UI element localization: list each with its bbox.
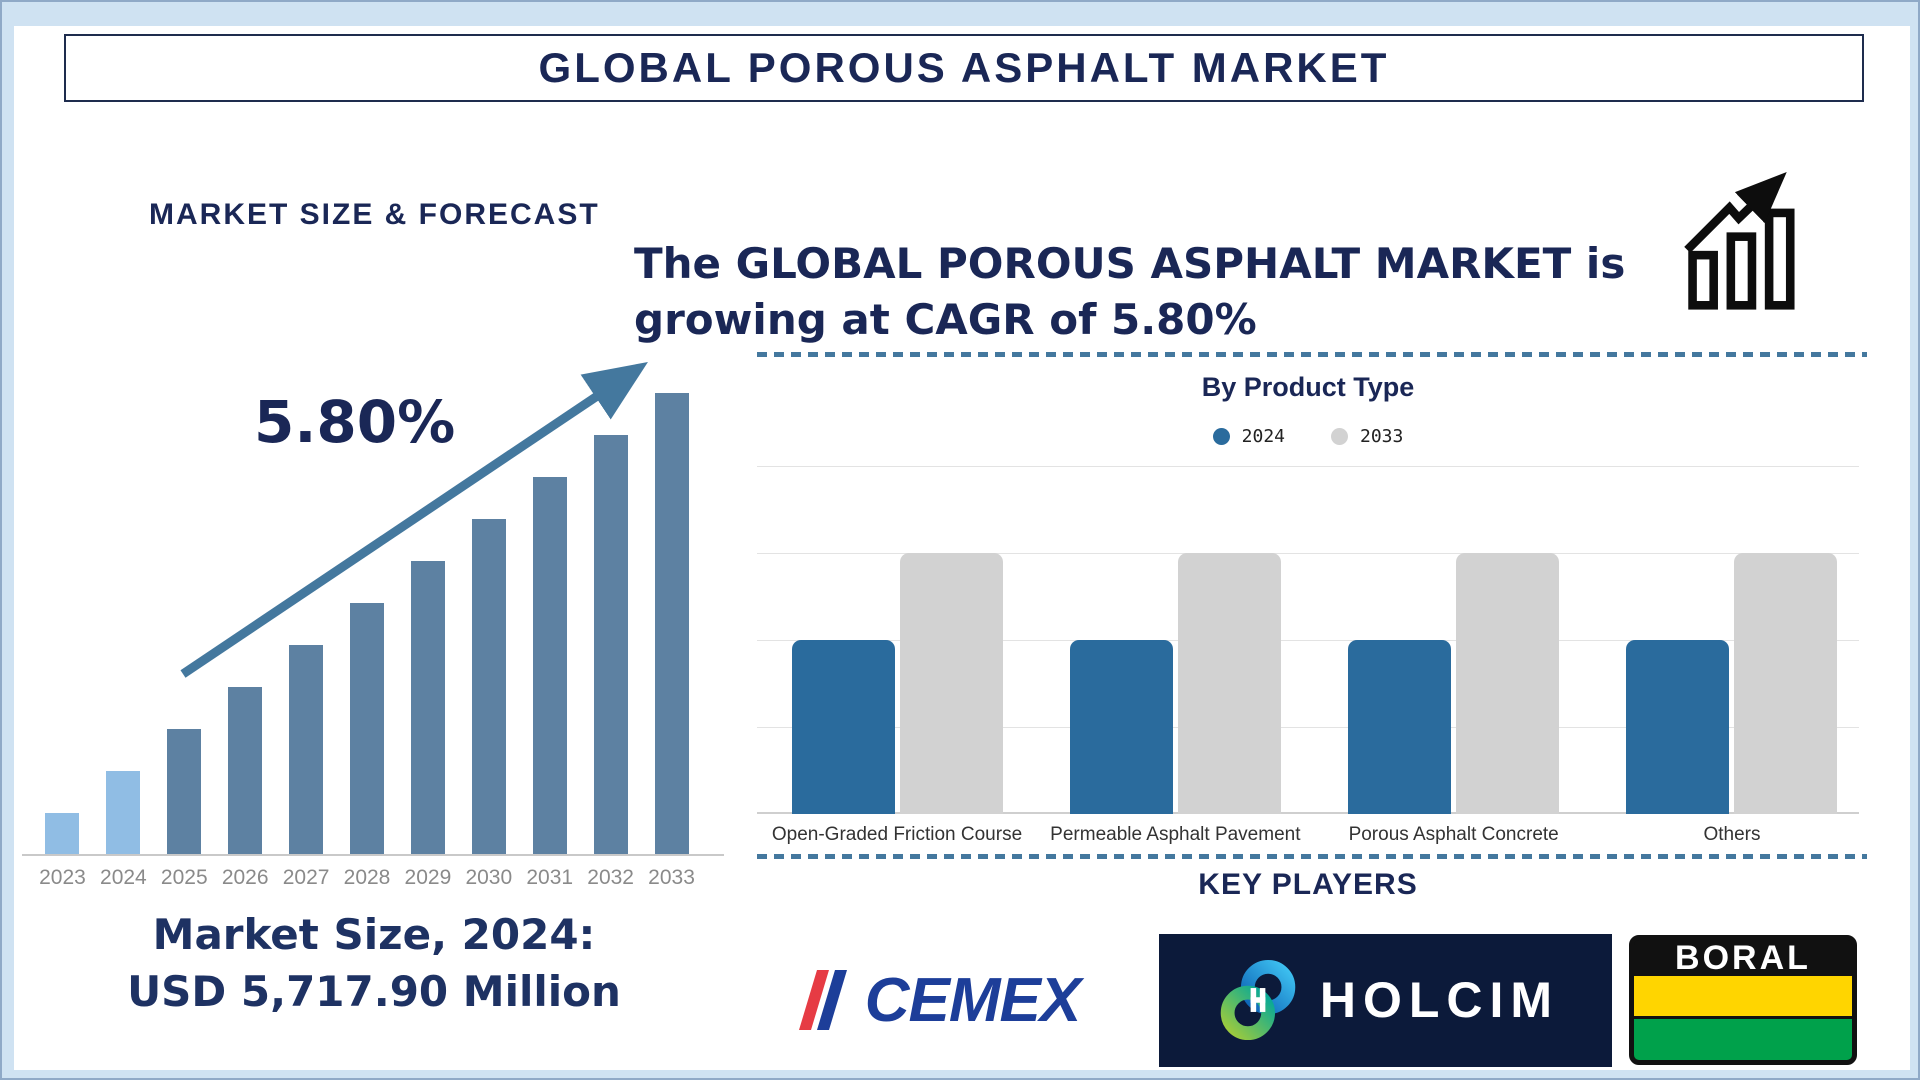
product-type-chart: Open-Graded Friction Course Permeable Asp…	[757, 466, 1859, 845]
forecast-bar-2030	[472, 519, 506, 855]
legend-item-2024: 2024	[1212, 425, 1285, 447]
forecast-x-axis	[22, 854, 724, 856]
product-bar-group	[791, 553, 1003, 814]
forecast-year-label: 2029	[404, 866, 452, 889]
boral-logo: BORAL	[1629, 935, 1857, 1065]
product-category-label: Permeable Asphalt Pavement	[1050, 824, 1301, 845]
forecast-bar-2031	[533, 477, 567, 855]
product-bar-2024	[1626, 640, 1730, 814]
market-size-callout: Market Size, 2024: USD 5,717.90 Million	[69, 906, 679, 1020]
gridline	[757, 553, 1859, 554]
growth-statement: The GLOBAL POROUS ASPHALT MARKET is grow…	[634, 239, 1626, 344]
product-category-label: Open-Graded Friction Course	[771, 824, 1023, 845]
gridline	[757, 640, 1859, 641]
forecast-bars	[32, 387, 702, 855]
boral-green-band	[1634, 1019, 1852, 1060]
holcim-logo: HOLCIM	[1159, 933, 1612, 1067]
product-category-label: Others	[1703, 824, 1761, 845]
legend-dot-icon	[1331, 427, 1348, 445]
forecast-year-label: 2023	[39, 866, 86, 889]
forecast-bar-2028	[350, 603, 384, 855]
growth-trend-arrow	[180, 361, 648, 678]
boral-yellow-band	[1634, 976, 1852, 1019]
forecast-year-label: 2033	[648, 866, 695, 889]
forecast-section-heading: MARKET SIZE & FORECAST	[149, 198, 600, 231]
forecast-bar-2024	[106, 771, 140, 855]
cemex-wordmark: CEMEX	[864, 965, 1081, 1035]
forecast-year-label: 2031	[526, 866, 574, 889]
product-bar-2024	[791, 640, 895, 814]
dashed-divider-bottom	[757, 854, 1867, 859]
forecast-bar-2025	[167, 729, 201, 855]
product-category-label: Porous Asphalt Concrete	[1348, 824, 1559, 845]
product-bar-group	[1069, 553, 1281, 814]
product-bar-group	[1348, 553, 1560, 814]
product-bar-2024	[1069, 640, 1173, 814]
forecast-bar-2023	[45, 813, 79, 855]
page-title: GLOBAL POROUS ASPHALT MARKET	[538, 44, 1390, 91]
key-players-heading: KEY PLAYERS	[1198, 868, 1418, 901]
forecast-year-label: 2030	[465, 866, 513, 889]
cagr-value-label: 5.80%	[254, 388, 456, 456]
forecast-year-labels: 2023 2024 2025 2026 2027 2028 2029 2030 2031 2032…	[32, 866, 702, 890]
product-bar-2033	[1456, 553, 1560, 814]
cemex-logo: CEMEX	[757, 934, 1122, 1066]
market-size-line1: Market Size, 2024:	[152, 910, 596, 959]
holcim-h-mark-icon	[1220, 959, 1296, 1041]
product-bar-2033	[1177, 553, 1281, 814]
boral-black-band: BORAL	[1634, 938, 1852, 977]
boral-wordmark: BORAL	[1675, 938, 1811, 977]
gridline	[757, 466, 1859, 467]
legend-dot-icon	[1212, 427, 1230, 445]
forecast-year-label: 2032	[587, 866, 634, 889]
forecast-bar-2032	[594, 435, 628, 855]
product-bar-2033	[899, 553, 1003, 814]
product-bar-group	[1626, 553, 1838, 814]
product-bar-2033	[1734, 553, 1838, 814]
product-type-bar-groups	[757, 466, 1859, 814]
growth-chart-icon	[1684, 171, 1795, 310]
dashed-divider-top	[757, 352, 1867, 357]
forecast-bar-2033	[655, 393, 689, 855]
infographic-content: GLOBAL POROUS ASPHALT MARKET MARKET SIZE…	[14, 26, 1910, 1070]
forecast-bar-2029	[411, 561, 445, 855]
cemex-slashes-icon	[798, 970, 847, 1030]
product-type-category-labels: Open-Graded Friction Course Permeable Asp…	[757, 824, 1859, 846]
forecast-year-label: 2025	[160, 866, 208, 889]
legend-label: 2033	[1360, 425, 1404, 447]
forecast-year-label: 2028	[343, 866, 391, 889]
title-box: GLOBAL POROUS ASPHALT MARKET	[64, 34, 1864, 102]
gridline	[757, 727, 1859, 728]
market-size-line2: USD 5,717.90 Million	[127, 967, 621, 1016]
product-type-baseline	[757, 812, 1859, 814]
forecast-bar-2026	[228, 687, 262, 855]
product-type-legend: 2024 2033	[757, 424, 1859, 448]
legend-label: 2024	[1241, 425, 1285, 447]
forecast-year-label: 2024	[100, 866, 147, 889]
product-type-heading: By Product Type	[1201, 372, 1415, 402]
legend-item-2033: 2033	[1331, 426, 1403, 447]
key-players-logos: CEMEX	[757, 933, 1859, 1067]
product-bar-2024	[1348, 640, 1452, 814]
forecast-year-label: 2026	[221, 866, 269, 889]
forecast-year-label: 2027	[282, 866, 330, 889]
holcim-wordmark: HOLCIM	[1319, 972, 1560, 1028]
forecast-bar-2027	[289, 645, 323, 855]
market-size-forecast-chart	[32, 387, 702, 855]
